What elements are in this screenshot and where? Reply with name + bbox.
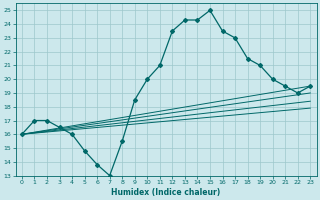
X-axis label: Humidex (Indice chaleur): Humidex (Indice chaleur) bbox=[111, 188, 221, 197]
